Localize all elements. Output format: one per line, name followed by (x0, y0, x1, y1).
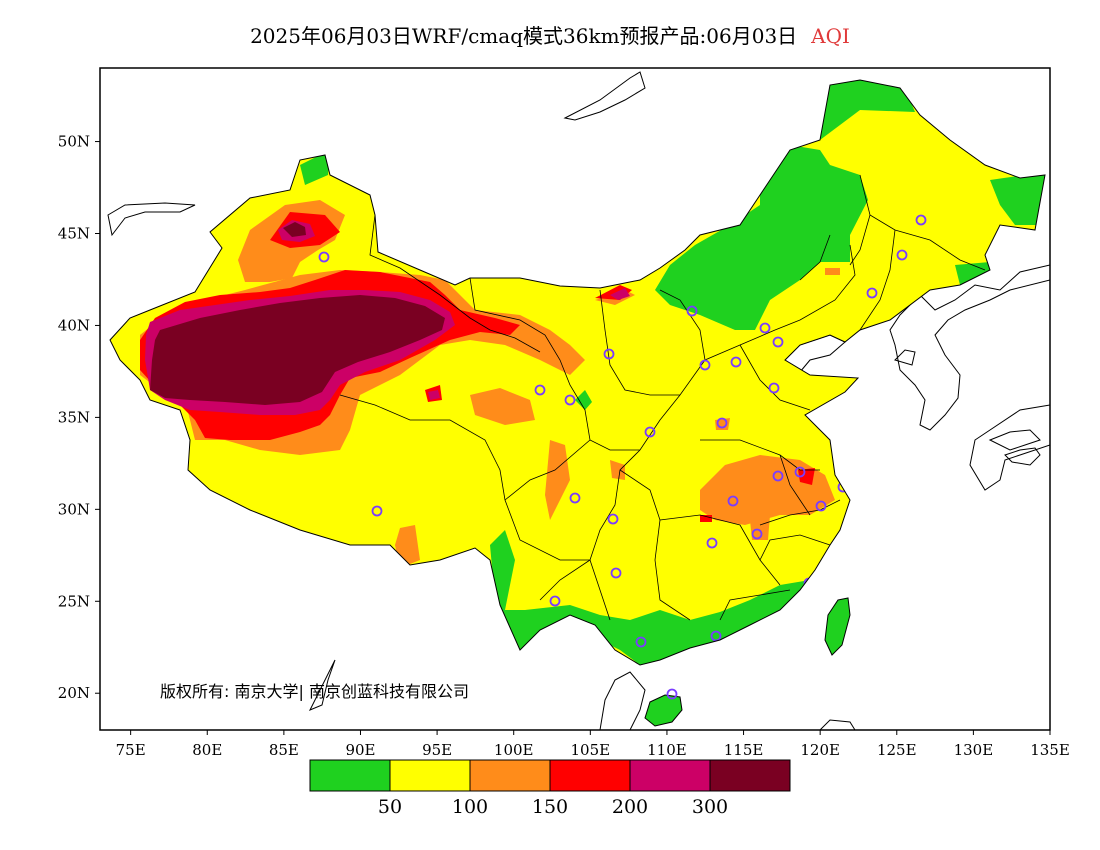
legend-swatch-6 (709, 759, 791, 792)
map-title: 2025年06月03日WRF/cmaq模式36km预报产品:06月03日 AQI (0, 20, 1100, 49)
lon-label-135E: 135E (1030, 741, 1070, 759)
lat-label-30N: 30N (58, 500, 90, 518)
lon-label-115E: 115E (724, 741, 764, 759)
lon-label-125E: 125E (877, 741, 917, 759)
lon-label-105E: 105E (571, 741, 611, 759)
title-aqi-label: AQI (811, 24, 850, 48)
lon-label-75E: 75E (116, 741, 146, 759)
lon-label-85E: 85E (269, 741, 299, 759)
legend-threshold-200: 200 (612, 796, 648, 818)
lat-label-20N: 20N (58, 684, 90, 702)
title-text: 2025年06月03日WRF/cmaq模式36km预报产品:06月03日 (250, 24, 798, 48)
lat-label-25N: 25N (58, 592, 90, 610)
longitude-axis: 75E 80E 85E 90E 95E 100E 105E 110E 115E 120E 125E 1… (116, 730, 1070, 759)
legend-threshold-150: 150 (532, 796, 568, 818)
lat-label-35N: 35N (58, 408, 90, 426)
legend-threshold-50: 50 (378, 796, 402, 818)
lon-label-90E: 90E (345, 741, 375, 759)
legend-swatch-1 (309, 759, 391, 792)
lon-label-100E: 100E (494, 741, 534, 759)
legend-swatch-3 (469, 759, 551, 792)
aqi-hazardous-areas (150, 222, 445, 405)
lon-label-130E: 130E (954, 741, 994, 759)
legend-swatch-5 (629, 759, 711, 792)
lon-label-95E: 95E (422, 741, 452, 759)
lon-label-110E: 110E (647, 741, 687, 759)
station-marker-haikou (666, 688, 678, 700)
legend-threshold-100: 100 (452, 796, 488, 818)
legend-swatch-4 (549, 759, 631, 792)
lat-label-45N: 45N (58, 225, 90, 243)
lon-label-80E: 80E (192, 741, 222, 759)
copyright-text: 版权所有: 南京大学| 南京创蓝科技有限公司 (160, 682, 469, 701)
neighbor-coastlines (107, 71, 1050, 730)
legend-swatch-2 (389, 759, 471, 792)
lat-label-50N: 50N (58, 133, 90, 151)
aqi-color-legend: 50 100 150 200 300 (309, 759, 791, 818)
legend-threshold-300: 300 (692, 796, 728, 818)
lon-label-120E: 120E (800, 741, 840, 759)
city-station-markers (318, 214, 927, 648)
taiwan-island (824, 597, 851, 656)
lat-label-40N: 40N (58, 316, 90, 334)
latitude-axis: 50N 45N 40N 35N 30N 25N 20N (58, 133, 100, 702)
